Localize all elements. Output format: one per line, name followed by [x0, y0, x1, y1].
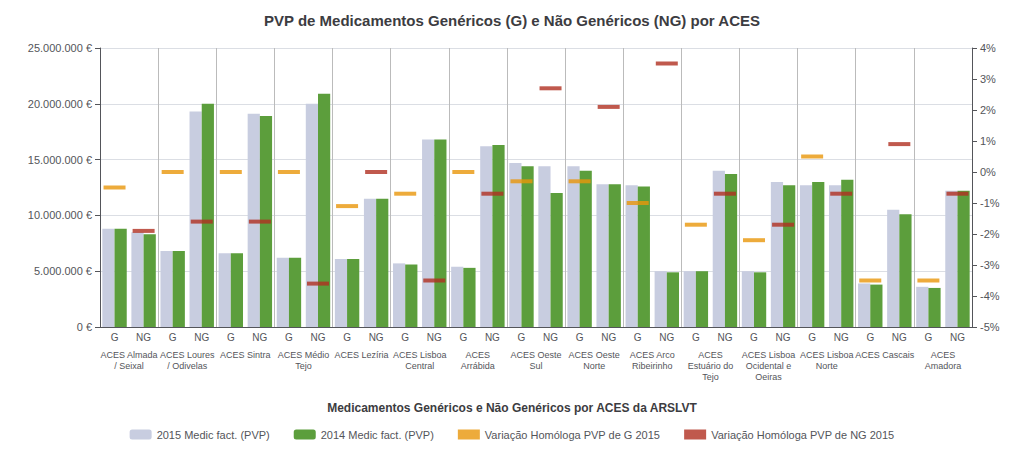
- svg-text:ACES Cascais: ACES Cascais: [855, 350, 915, 360]
- svg-text:Variação Homóloga PVP de G 201: Variação Homóloga PVP de G 2015: [485, 429, 660, 441]
- svg-text:NG: NG: [659, 332, 674, 343]
- svg-text:Ocidental e: Ocidental e: [746, 361, 792, 371]
- svg-text:-4%: -4%: [980, 290, 1000, 302]
- svg-text:G: G: [401, 332, 409, 343]
- svg-text:G: G: [285, 332, 293, 343]
- svg-text:Tejo: Tejo: [295, 361, 312, 371]
- svg-text:Tejo: Tejo: [702, 372, 719, 382]
- svg-text:ACES Lisboa: ACES Lisboa: [742, 350, 796, 360]
- svg-text:Sul: Sul: [529, 361, 542, 371]
- svg-text:G: G: [227, 332, 235, 343]
- svg-text:ACES Arco: ACES Arco: [630, 350, 675, 360]
- svg-text:20.000.000 €: 20.000.000 €: [28, 98, 92, 110]
- svg-text:NG: NG: [427, 332, 442, 343]
- svg-text:G: G: [866, 332, 874, 343]
- svg-text:ACES Almada: ACES Almada: [101, 350, 158, 360]
- svg-text:G: G: [343, 332, 351, 343]
- svg-text:2%: 2%: [980, 104, 996, 116]
- svg-text:G: G: [925, 332, 933, 343]
- svg-text:G: G: [169, 332, 177, 343]
- svg-text:NG: NG: [136, 332, 151, 343]
- svg-text:0%: 0%: [980, 166, 996, 178]
- svg-text:G: G: [459, 332, 467, 343]
- svg-text:Variação Homóloga PVP de NG 20: Variação Homóloga PVP de NG 2015: [711, 429, 894, 441]
- svg-text:G: G: [808, 332, 816, 343]
- svg-text:G: G: [634, 332, 642, 343]
- svg-text:G: G: [692, 332, 700, 343]
- svg-text:G: G: [750, 332, 758, 343]
- svg-text:/ Odivelas: / Odivelas: [167, 361, 208, 371]
- svg-text:ACES Médio: ACES Médio: [278, 350, 330, 360]
- svg-text:NG: NG: [892, 332, 907, 343]
- svg-text:NG: NG: [311, 332, 326, 343]
- svg-text:ACES Loures: ACES Loures: [160, 350, 215, 360]
- svg-text:NG: NG: [194, 332, 209, 343]
- svg-text:NG: NG: [834, 332, 849, 343]
- svg-text:1%: 1%: [980, 135, 996, 147]
- svg-text:NG: NG: [485, 332, 500, 343]
- svg-text:PVP de Medicamentos Genéricos: PVP de Medicamentos Genéricos (G) e Não …: [264, 12, 760, 29]
- svg-text:-5%: -5%: [980, 321, 1000, 333]
- svg-text:5.000.000 €: 5.000.000 €: [34, 265, 92, 277]
- svg-text:Estuário do: Estuário do: [688, 361, 734, 371]
- svg-text:2014 Medic fact. (PVP): 2014 Medic fact. (PVP): [321, 429, 434, 441]
- svg-text:Norte: Norte: [583, 361, 605, 371]
- svg-text:Norte: Norte: [816, 361, 838, 371]
- svg-text:10.000.000 €: 10.000.000 €: [28, 209, 92, 221]
- svg-text:NG: NG: [543, 332, 558, 343]
- svg-text:15.000.000 €: 15.000.000 €: [28, 154, 92, 166]
- svg-text:G: G: [576, 332, 584, 343]
- svg-text:-3%: -3%: [980, 259, 1000, 271]
- svg-text:Arrábida: Arrábida: [461, 361, 495, 371]
- svg-text:ACES Oeste: ACES Oeste: [510, 350, 561, 360]
- svg-text:-2%: -2%: [980, 228, 1000, 240]
- svg-text:G: G: [518, 332, 526, 343]
- svg-text:ACES Lezíria: ACES Lezíria: [335, 350, 389, 360]
- svg-text:ACES Sintra: ACES Sintra: [220, 350, 271, 360]
- svg-text:25.000.000 €: 25.000.000 €: [28, 42, 92, 54]
- svg-text:Central: Central: [405, 361, 434, 371]
- svg-text:Amadora: Amadora: [925, 361, 962, 371]
- svg-text:NG: NG: [950, 332, 965, 343]
- svg-text:-1%: -1%: [980, 197, 1000, 209]
- svg-text:Oeiras: Oeiras: [755, 372, 782, 382]
- svg-text:ACES Lisboa: ACES Lisboa: [800, 350, 854, 360]
- svg-text:ACES: ACES: [931, 350, 956, 360]
- svg-text:NG: NG: [252, 332, 267, 343]
- svg-text:NG: NG: [369, 332, 384, 343]
- svg-text:NG: NG: [601, 332, 616, 343]
- svg-text:ACES: ACES: [698, 350, 723, 360]
- svg-text:0 €: 0 €: [77, 321, 92, 333]
- svg-text:ACES Oeste: ACES Oeste: [569, 350, 620, 360]
- svg-text:G: G: [111, 332, 119, 343]
- svg-text:NG: NG: [776, 332, 791, 343]
- svg-text:2015 Medic fact. (PVP): 2015 Medic fact. (PVP): [157, 429, 270, 441]
- svg-text:/ Seixal: / Seixal: [114, 361, 144, 371]
- svg-text:3%: 3%: [980, 73, 996, 85]
- svg-text:4%: 4%: [980, 42, 996, 54]
- svg-text:Medicamentos Genéricos e Não G: Medicamentos Genéricos e Não Genéricos p…: [327, 401, 697, 415]
- svg-text:Ribeirinho: Ribeirinho: [632, 361, 673, 371]
- svg-text:ACES: ACES: [466, 350, 491, 360]
- svg-text:ACES Lisboa: ACES Lisboa: [393, 350, 447, 360]
- svg-text:NG: NG: [717, 332, 732, 343]
